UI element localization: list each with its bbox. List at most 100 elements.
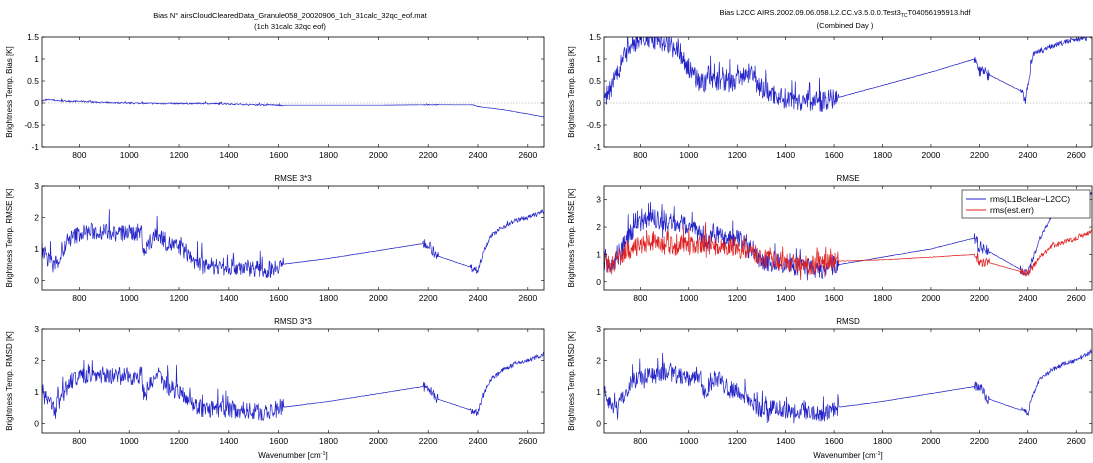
x-tick-label: 1200 [170,436,189,446]
left-figure-title: Bias N° airsCloudClearedData_Granule058_… [153,11,428,20]
right-title-subscript: TC [901,13,908,19]
y-tick-label: 0 [34,419,39,429]
x-tick-label: 2000 [369,436,388,446]
series-group [604,191,1092,281]
x-tick-label: 1000 [679,150,698,160]
x-tick-label: 1000 [120,293,139,303]
left-xlabel-end: ] [326,451,328,460]
y-axis-label: Brightness Temp. RMSE [K] [5,189,14,288]
panel-right-rmse: RMSE 800 1000 1200 1400 1600 1800 2000 2200 2400 2… [567,174,1093,303]
x-tick-label: 2400 [1018,293,1037,303]
x-tick-label: 800 [72,150,86,160]
series-line-series-0 [42,352,544,422]
x-tick-label: 2000 [921,436,940,446]
x-tick-label: 1600 [825,293,844,303]
x-tick-label: 2400 [469,436,488,446]
y-tick-label: 1.5 [27,32,39,42]
x-tick-label: 800 [72,293,86,303]
x-tick-label: 1000 [679,293,698,303]
series-group [42,97,544,118]
panel-left-rmsd: RMSD 3*3 800 1000 1200 1400 1600 1800 2000 2200 2… [5,317,545,446]
y-tick-label: 0 [34,98,39,108]
x-tick-label: 2200 [970,293,989,303]
x-tick-label: 1600 [825,150,844,160]
y-tick-label: 3 [34,324,39,334]
series-line-series-0 [604,37,1092,113]
series-group [42,209,544,279]
x-tick-label: 2200 [419,293,438,303]
right-xlabel-sup: -1 [876,451,881,457]
y-axis-label: Brightness Temp. Bias [K] [567,46,576,137]
right-figure-title: Bias L2CC AIRS.2002.09.06.058.L2.CC.v3.5… [719,8,971,19]
plot-frame [603,328,1093,434]
x-tick-label: 2000 [921,150,940,160]
x-tick-label: 2000 [369,293,388,303]
y-tick-label: 0 [596,419,601,429]
x-tick-label: 1600 [269,150,288,160]
x-tick-label: 2200 [970,150,989,160]
x-tick-label: 2400 [469,293,488,303]
x-tick-label: 800 [633,293,647,303]
y-tick-label: 3 [34,181,39,191]
x-tick-label: 2000 [921,293,940,303]
y-tick-label: 3 [596,195,601,205]
x-tick-label: 2000 [369,150,388,160]
x-tick-label: 800 [633,150,647,160]
panel-title: RMSE [836,174,859,183]
y-tick-label: 2 [34,356,39,366]
x-tick-label: 2600 [518,293,537,303]
y-tick-label: 3 [596,324,601,334]
x-tick-label: 2600 [1067,150,1086,160]
right-xlabel-end: ] [881,451,883,460]
x-tick-label: 1800 [319,293,338,303]
right-figure-subtitle: (Combined Day ) [817,21,874,30]
x-tick-label: 2400 [1018,436,1037,446]
left-xlabel-text: Wavenumber [cm [258,451,321,460]
x-tick-label: 2400 [469,150,488,160]
panel-left-rmse: RMSE 3*3 800 1000 1200 1400 1600 1800 2000 2200 2… [5,174,545,303]
panel-title: RMSE 3*3 [274,174,312,183]
y-axis-label: Brightness Temp. RMSD [K] [567,331,576,430]
left-xlabel-sup: -1 [321,451,326,457]
x-tick-label: 1000 [120,150,139,160]
y-axis-label: Brightness Temp. RMSE [K] [567,189,576,288]
x-tick-label: 2200 [419,436,438,446]
y-tick-label: -0.5 [24,120,39,130]
x-tick-label: 1400 [219,150,238,160]
y-tick-label: 1 [596,54,601,64]
series-line-series-0 [604,348,1092,424]
y-tick-label: 2 [34,213,39,223]
y-tick-label: 2 [596,222,601,232]
x-tick-label: 1400 [776,293,795,303]
series-group [604,37,1092,113]
x-tick-label: 1200 [170,150,189,160]
y-tick-label: 1 [34,244,39,254]
legend-label: rms(L1Bclear−L2CC) [990,194,1070,204]
y-tick-label: 0 [596,98,601,108]
legend-box [961,189,1091,219]
x-tick-label: 1400 [219,293,238,303]
left-figure-subtitle: (1ch 31calc 32qc eof) [254,22,326,31]
x-tick-label: 2600 [1067,293,1086,303]
right-xlabel-text: Wavenumber [cm [813,451,876,460]
panel-title: RMSD [836,317,860,326]
x-tick-label: 1600 [825,436,844,446]
panel-right-rmsd: RMSD 800 1000 1200 1400 1600 1800 2000 2200 2400 2… [567,317,1093,446]
x-tick-label: 1800 [319,150,338,160]
series-group [604,348,1092,424]
y-tick-label: 1 [34,54,39,64]
y-tick-label: -0.5 [586,120,601,130]
x-tick-label: 2200 [419,150,438,160]
x-tick-label: 1600 [269,293,288,303]
x-tick-label: 1800 [873,293,892,303]
y-tick-label: 0 [596,277,601,287]
y-tick-label: 1 [596,249,601,259]
x-tick-label: 2400 [1018,150,1037,160]
y-tick-label: 1.5 [589,32,601,42]
right-title-main: Bias L2CC AIRS.2002.09.06.058.L2.CC.v3.5… [719,8,900,17]
legend: rms(L1Bclear−L2CC)rms(est.err) [961,189,1091,219]
y-tick-label: 0 [34,276,39,286]
x-tick-label: 1400 [776,150,795,160]
panel-right-bias: 800 1000 1200 1400 1600 1800 2000 2200 2400 2600 -… [567,32,1093,160]
